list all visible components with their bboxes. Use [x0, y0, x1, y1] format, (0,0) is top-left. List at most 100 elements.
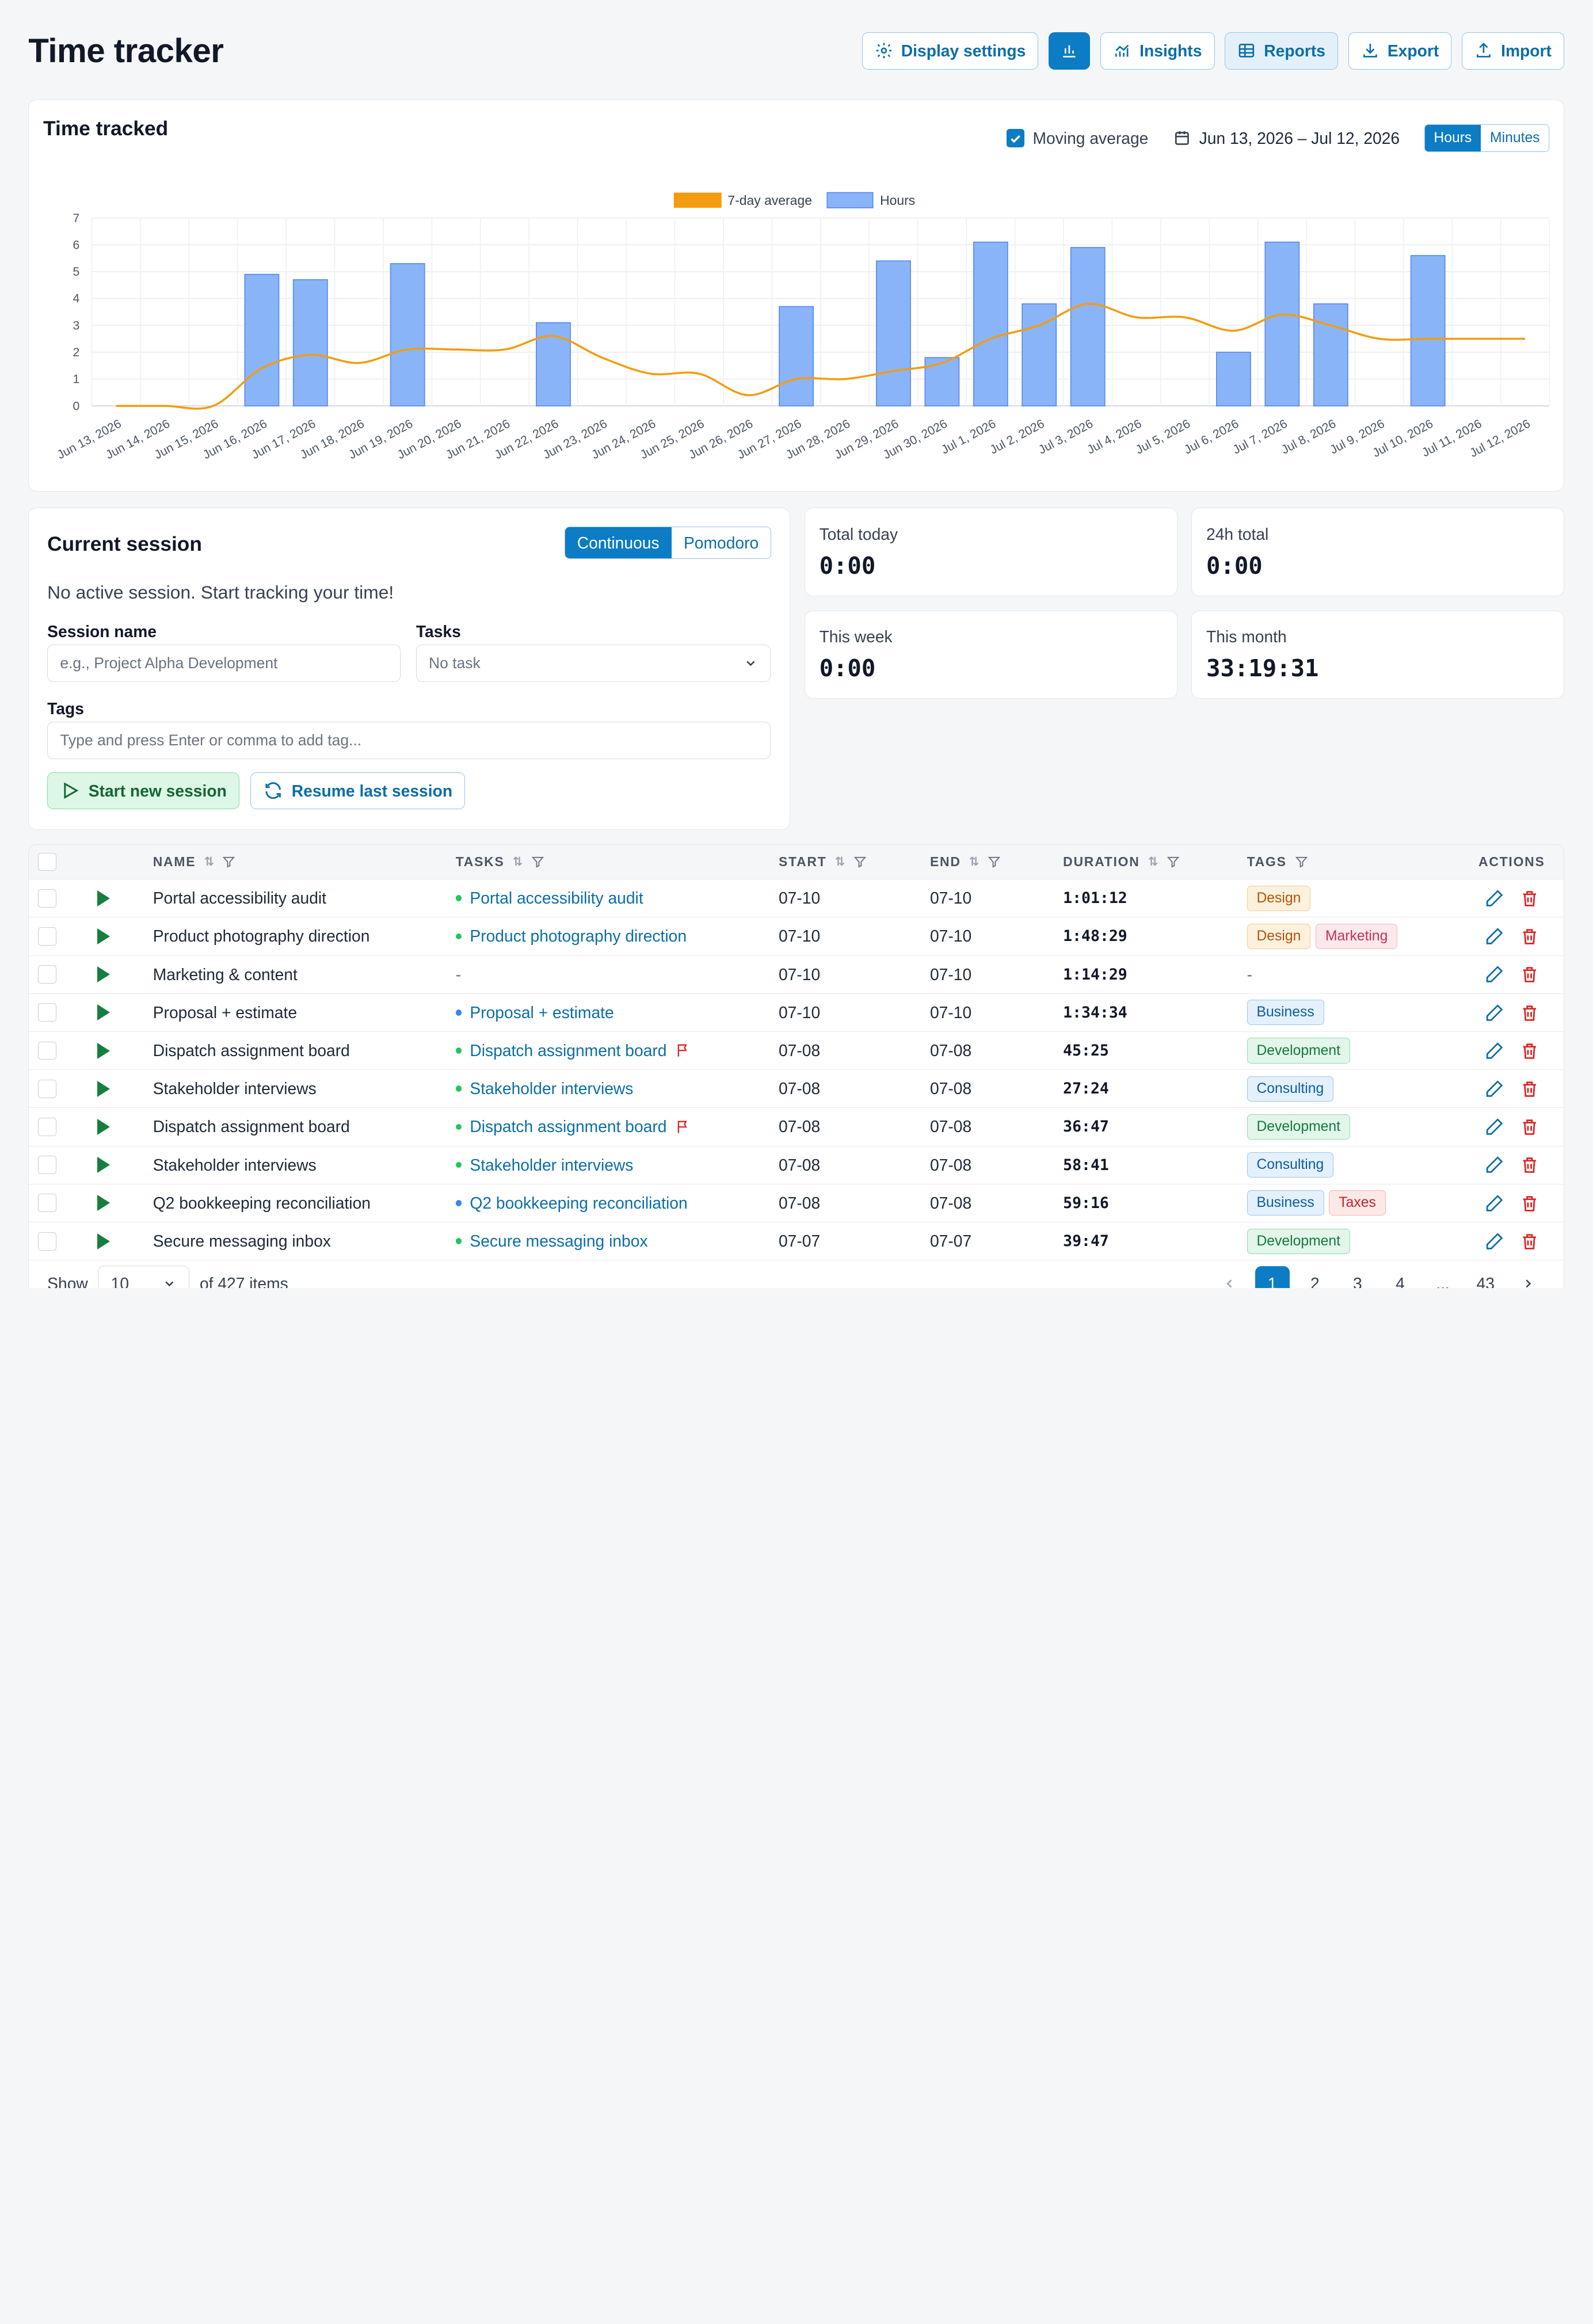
task-link[interactable]: Dispatch assignment board [455, 1117, 779, 1136]
page-button-4[interactable]: 4 [1396, 1274, 1405, 1293]
trash-icon[interactable] [1520, 965, 1539, 984]
insights-icon [1115, 45, 1129, 57]
select-all-checkbox[interactable] [38, 852, 57, 871]
row-checkbox[interactable] [38, 1232, 57, 1251]
date-range-picker[interactable]: Jun 13, 2026 – Jul 12, 2026 [1173, 129, 1400, 148]
row-start: 07-10 [778, 965, 821, 984]
play-icon[interactable] [97, 928, 110, 944]
filter-icon[interactable] [1167, 855, 1180, 868]
play-icon[interactable] [97, 1004, 110, 1021]
play-icon[interactable] [97, 1157, 110, 1174]
row-checkbox[interactable] [38, 1156, 57, 1174]
trash-icon[interactable] [1520, 889, 1539, 908]
row-checkbox[interactable] [38, 927, 57, 946]
trash-icon[interactable] [1520, 1117, 1539, 1137]
sort-icon[interactable]: ⇅ [204, 855, 215, 869]
play-icon[interactable] [97, 1042, 110, 1059]
tags-input[interactable]: Type and press Enter or comma to add tag… [47, 722, 771, 760]
filter-icon[interactable] [853, 855, 867, 868]
row-checkbox[interactable] [38, 1079, 57, 1098]
task-link[interactable]: Proposal + estimate [455, 1003, 779, 1022]
row-tags-cell: Development [1247, 1222, 1478, 1260]
play-icon[interactable] [97, 1080, 110, 1097]
display-settings-button[interactable]: Display settings [862, 32, 1039, 70]
task-link[interactable]: Q2 bookkeeping reconciliation [455, 1194, 779, 1213]
sort-icon[interactable]: ⇅ [969, 855, 980, 869]
chart-controls: Moving average Jun 13, 2026 – Jul 12, 20… [1006, 124, 1550, 152]
filter-icon[interactable] [1295, 855, 1308, 868]
edit-icon[interactable] [1485, 1117, 1504, 1137]
edit-icon[interactable] [1485, 1155, 1504, 1175]
tasks-select[interactable]: No task [416, 644, 771, 683]
filter-icon[interactable] [531, 855, 544, 868]
row-checkbox[interactable] [38, 965, 57, 984]
trash-icon[interactable] [1520, 1041, 1539, 1061]
filter-icon[interactable] [988, 855, 1001, 868]
trash-icon[interactable] [1520, 1232, 1539, 1251]
row-checkbox[interactable] [38, 1118, 57, 1136]
row-duration: 27:24 [1063, 1080, 1109, 1098]
y-tick-label: 7 [73, 212, 80, 225]
play-icon[interactable] [97, 890, 110, 906]
trash-icon[interactable] [1520, 1155, 1539, 1175]
unit-hours-button[interactable]: Hours [1424, 125, 1481, 151]
play-icon[interactable] [97, 1233, 110, 1249]
edit-icon[interactable] [1485, 1041, 1504, 1061]
edit-icon[interactable] [1485, 1079, 1504, 1099]
task-status-dot [455, 1047, 462, 1054]
row-actions-cell [1478, 1222, 1564, 1260]
row-checkbox[interactable] [38, 1041, 57, 1060]
filter-icon[interactable] [222, 855, 235, 868]
page-button-3[interactable]: 3 [1353, 1274, 1362, 1293]
bar-hours [1216, 352, 1252, 407]
insights-button[interactable]: Insights [1100, 32, 1215, 70]
session-name-input[interactable]: e.g., Project Alpha Development [47, 644, 401, 683]
play-icon[interactable] [97, 966, 110, 983]
play-icon[interactable] [97, 1195, 110, 1211]
table-row: Stakeholder interviews Stakeholder interv… [29, 1146, 1564, 1184]
sort-icon[interactable]: ⇅ [834, 855, 845, 869]
row-checkbox[interactable] [38, 1194, 57, 1213]
edit-icon[interactable] [1485, 965, 1504, 984]
task-link[interactable]: Stakeholder interviews [455, 1156, 779, 1175]
moving-average-toggle[interactable]: Moving average [1006, 129, 1148, 148]
task-link[interactable]: Portal accessibility audit [455, 889, 779, 908]
moving-average-checkbox[interactable] [1006, 129, 1025, 148]
mode-pomodoro-button[interactable]: Pomodoro [671, 527, 771, 559]
edit-icon[interactable] [1485, 1194, 1504, 1213]
trash-icon[interactable] [1520, 1003, 1539, 1023]
task-link[interactable]: Product photography direction [455, 927, 779, 946]
reports-button[interactable]: Reports [1225, 32, 1339, 70]
trash-icon[interactable] [1520, 1194, 1539, 1213]
row-actions [1478, 1194, 1564, 1213]
start-session-button[interactable]: Start new session [47, 772, 239, 809]
import-button[interactable]: Import [1462, 32, 1565, 70]
next-page-button[interactable] [1511, 1266, 1545, 1301]
edit-icon[interactable] [1485, 927, 1504, 946]
unit-minutes-button[interactable]: Minutes [1481, 125, 1549, 151]
sort-icon[interactable]: ⇅ [512, 855, 523, 869]
prev-page-button[interactable] [1213, 1266, 1247, 1301]
edit-icon[interactable] [1485, 889, 1504, 908]
resume-session-button[interactable]: Resume last session [250, 772, 466, 809]
row-start: 07-08 [778, 1117, 821, 1136]
sort-icon[interactable]: ⇅ [1148, 855, 1158, 869]
row-checkbox[interactable] [38, 1003, 57, 1022]
row-checkbox[interactable] [38, 889, 57, 908]
edit-icon[interactable] [1485, 1003, 1504, 1023]
edit-icon[interactable] [1485, 1232, 1504, 1251]
task-link[interactable]: Secure messaging inbox [455, 1232, 779, 1251]
row-end: 07-10 [929, 965, 972, 984]
trash-icon[interactable] [1520, 927, 1539, 946]
mode-continuous-button[interactable]: Continuous [565, 527, 672, 559]
trash-icon[interactable] [1520, 1079, 1539, 1099]
row-actions-cell [1478, 955, 1564, 993]
calendar-icon [1175, 131, 1189, 146]
task-link[interactable]: Dispatch assignment board [455, 1041, 779, 1060]
row-end: 07-08 [929, 1041, 972, 1060]
task-link[interactable]: Stakeholder interviews [455, 1079, 779, 1098]
page-button-2[interactable]: 2 [1310, 1274, 1320, 1293]
play-icon[interactable] [97, 1118, 110, 1135]
chart-toggle-button[interactable] [1049, 32, 1091, 70]
export-button[interactable]: Export [1348, 32, 1452, 70]
